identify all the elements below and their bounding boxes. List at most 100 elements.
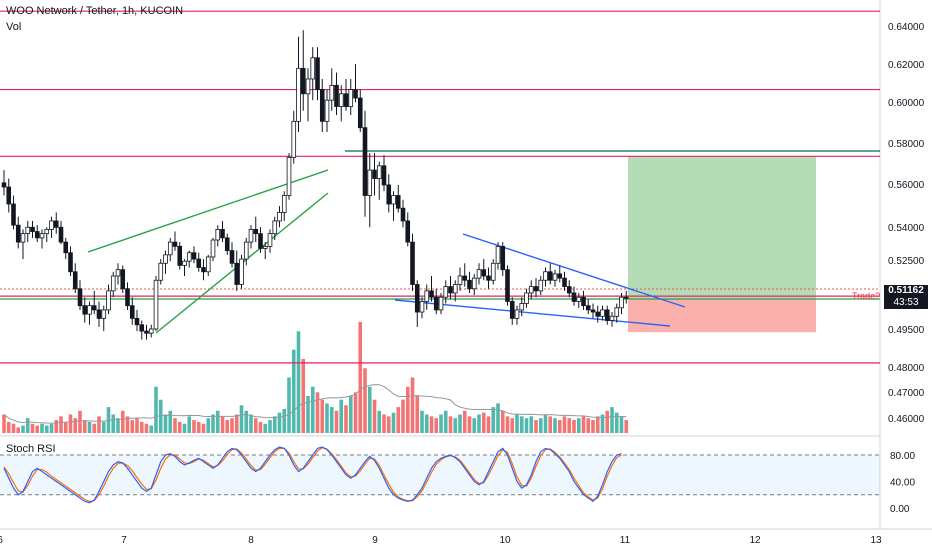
volume-bar [92,423,97,433]
volume-bar [410,377,415,433]
candle [600,309,605,317]
candle [590,309,596,313]
candle [353,89,358,99]
candle [514,309,520,319]
candle [172,241,178,247]
candle [20,233,26,243]
volume-bar [339,399,344,433]
candle [224,237,230,251]
candle [30,226,35,232]
volume-bar [329,407,334,433]
candle [619,296,624,309]
candle [410,241,415,285]
volume-bar [277,412,282,433]
volume-bar [496,403,500,433]
volume-bar [614,412,619,433]
candle [91,305,97,311]
stoch-rsi-pane [0,446,880,504]
candle [414,284,420,313]
candle [25,226,31,235]
stoch-band [0,455,880,495]
symbol-title[interactable]: WOO Network / Tether, 1h, KUCOIN [6,5,184,17]
volume-bar [453,418,458,433]
candle [623,296,629,299]
volume-bar [595,416,600,433]
candle [486,275,491,281]
time-tick-label: 7 [121,535,127,546]
volume-bar [215,410,220,433]
candle [557,273,563,279]
volume-bar [158,399,163,433]
candle [186,252,192,262]
volume-bar [543,414,548,433]
candle [319,89,325,122]
volume-bar [310,386,315,433]
volume-bar [401,399,405,433]
stoch-rsi-label[interactable]: Stoch RSI [6,443,56,455]
volume-bar [44,425,49,433]
candle [438,296,444,311]
bar-countdown-badge: 43:53 [884,297,928,309]
candle [158,262,164,281]
volume-bar [358,322,363,433]
candle [101,309,107,319]
volume-bar [500,410,505,433]
volume-bar [101,421,106,433]
rsi-tick-label: 0.00 [890,504,910,515]
volume-bar [396,407,401,433]
volume-bar [348,396,353,433]
candle [139,324,145,332]
price-tick-label: 0.52500 [888,256,925,267]
volume-bar [249,414,253,433]
candle [129,305,135,319]
volume-bar [239,405,244,433]
volume-bar [211,414,215,433]
price-tick-label: 0.48000 [888,363,925,374]
volume-ma-line [3,384,627,424]
volume-bar [415,396,420,433]
candle [68,252,73,273]
candle [500,245,506,271]
candle [144,330,149,334]
volume-bar [553,418,557,433]
candle [566,286,572,294]
volume-indicator-label[interactable]: Vol [6,21,22,33]
volume-bar [377,410,382,433]
volume-bar [296,331,301,433]
volume-bar [301,359,306,433]
volume-bar [344,405,348,433]
volume-bar [149,425,154,433]
trade-note-label[interactable]: Trade? [852,291,881,301]
candle [258,233,263,249]
candle [182,260,187,266]
candle [452,284,458,294]
stoch-k-line [3,446,622,504]
candle [72,271,78,290]
candle [490,262,496,281]
volume-bar [429,416,434,433]
last-price-badge: 0.51162 [884,285,928,297]
volume-bar [234,414,239,433]
candle [462,275,468,281]
candle [400,207,406,222]
candle [367,169,373,196]
candle [1,182,7,188]
price-tick-label: 0.64000 [888,22,925,33]
target-zone [628,156,816,299]
price-tick-label: 0.56000 [888,180,925,191]
candle [381,165,387,186]
candle [448,286,453,294]
volume-bar [154,386,158,433]
candle [329,84,335,101]
candle [604,309,610,321]
candle [6,186,12,205]
rsi-tick-label: 40.00 [890,478,915,489]
volume-bar [225,420,230,433]
candle [443,286,449,298]
candle [495,245,501,264]
long-position-tool[interactable] [628,156,816,333]
volume-bar [111,414,116,433]
time-tick-label: 6 [0,535,3,546]
candle [300,67,306,95]
